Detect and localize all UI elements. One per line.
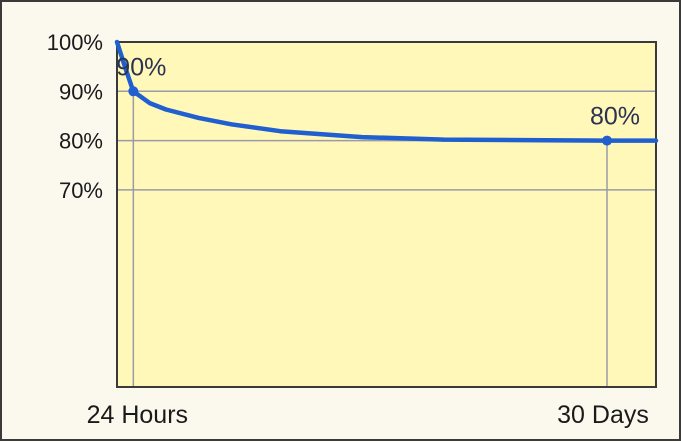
data-label: 90% [116, 53, 166, 81]
y-tick-label: 100% [47, 30, 103, 55]
plot-area [117, 42, 656, 387]
y-tick-label: 90% [59, 79, 103, 104]
data-points: 90% 80% [116, 53, 640, 146]
data-label: 80% [590, 103, 640, 131]
x-tick-label: 30 Days [557, 401, 649, 429]
data-point [128, 86, 139, 97]
y-tick-label: 80% [59, 129, 103, 154]
x-tick-label: 24 Hours [87, 401, 188, 429]
plot-border [116, 41, 657, 388]
data-point [602, 135, 612, 146]
y-tick-label: 70% [59, 178, 103, 203]
y-tick-labels: 100% 90% 80% 70% [47, 30, 103, 203]
x-tick-labels: 24 Hours 30 Days [87, 401, 649, 429]
